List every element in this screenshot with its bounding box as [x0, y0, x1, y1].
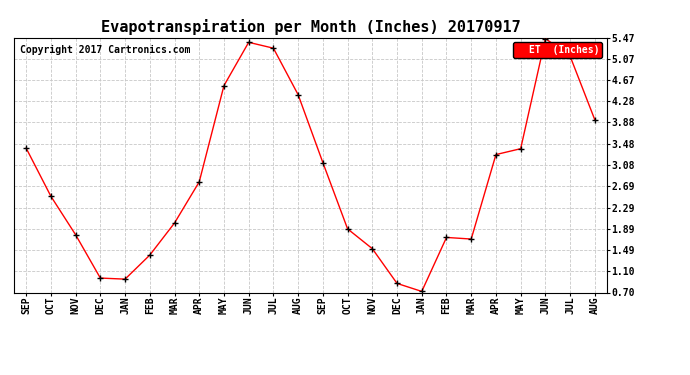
Title: Evapotranspiration per Month (Inches) 20170917: Evapotranspiration per Month (Inches) 20…: [101, 19, 520, 35]
Legend: ET  (Inches): ET (Inches): [513, 42, 602, 58]
Text: Copyright 2017 Cartronics.com: Copyright 2017 Cartronics.com: [20, 45, 190, 55]
